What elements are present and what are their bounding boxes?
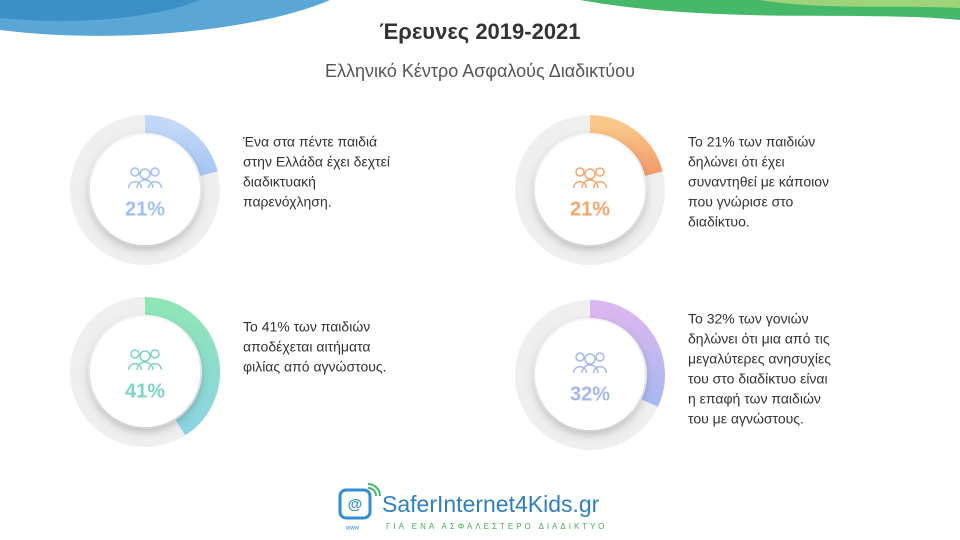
description-line: Ένα στα πέντε παιδιά <box>242 134 377 150</box>
person-body <box>147 362 163 371</box>
description-line: Το 32% των γονιών <box>688 311 809 327</box>
wave <box>760 0 960 8</box>
person-body <box>592 365 608 374</box>
person-body <box>147 180 163 189</box>
person-body <box>572 180 588 189</box>
donut-center <box>90 317 200 427</box>
person-body <box>572 365 588 374</box>
description-line: φιλίας από αγνώστους. <box>243 359 387 375</box>
description-line: δηλώνει ότι μια από τις <box>688 331 830 347</box>
people-icon <box>572 167 608 189</box>
description-line: δηλώνει ότι έχει <box>688 154 785 170</box>
person-head <box>584 353 596 365</box>
logo-name: SaferInternet4Kids.gr <box>382 491 600 517</box>
person-head <box>595 167 605 177</box>
percent-label: 41% <box>125 380 165 402</box>
title: Έρευνες 2019-2021 <box>379 19 580 44</box>
donut-arc <box>144 115 218 177</box>
person-body <box>581 179 599 189</box>
description-line: η επαφή των παιδιών <box>688 391 821 407</box>
percent-label: 21% <box>570 198 610 220</box>
logo-at: @ <box>348 496 363 513</box>
donut-arc <box>589 115 663 177</box>
people-icon <box>127 167 163 189</box>
description-line: που γνώρισε στο <box>688 194 794 210</box>
person-head <box>595 352 605 362</box>
percent-label: 21% <box>125 198 165 220</box>
person-body <box>127 180 143 189</box>
logo-tagline: ΓΙΑ ΕΝΑ ΑΣΦΑΛΕΣΤΕΡΟ ΔΙΑΔΙΚΤΥΟ <box>386 522 607 531</box>
logo-www: www <box>345 526 360 532</box>
donut-center <box>535 320 645 430</box>
people-icon <box>572 352 608 374</box>
logo-icon <box>338 488 372 520</box>
person-head <box>130 167 140 177</box>
logo-wifi <box>367 483 381 497</box>
donut-center <box>90 135 200 245</box>
person-head <box>575 167 585 177</box>
person-body <box>127 362 143 371</box>
donut-arc <box>144 297 220 436</box>
subtitle: Ελληνικό Κέντρο Ασφαλούς Διαδικτύου <box>325 61 635 81</box>
person-head <box>575 352 585 362</box>
description-line: διαδίκτυο. <box>688 214 750 230</box>
description-line: μεγαλύτερες ανησυχίες <box>688 351 831 367</box>
person-body <box>136 179 154 189</box>
person-head <box>130 349 140 359</box>
description-line: του με αγνώστους. <box>688 411 804 427</box>
person-head <box>139 168 151 180</box>
person-head <box>150 349 160 359</box>
description-line: Το 41% των παιδιών <box>243 319 370 335</box>
person-body <box>136 361 154 371</box>
donut-arc <box>589 300 665 407</box>
person-head <box>150 167 160 177</box>
description-line: διαδικτυακή <box>243 174 316 190</box>
description-line: παρενόχληση. <box>243 194 332 210</box>
people-icon <box>127 349 163 371</box>
person-body <box>581 364 599 374</box>
donut-center <box>535 135 645 245</box>
wave <box>0 0 200 21</box>
description-line: αποδέχεται αιτήματα <box>243 339 371 355</box>
description-line: Το 21% των παιδιών <box>688 134 815 150</box>
description-line: στην Ελλάδα έχει δεχτεί <box>243 154 390 170</box>
percent-label: 32% <box>570 383 610 405</box>
person-head <box>139 350 151 362</box>
logo: @ www SaferInternet4Kids.gr ΓΙΑ ΕΝΑ ΑΣΦΑ… <box>338 483 607 532</box>
description-line: συναντηθεί με κάποιον <box>688 174 829 190</box>
description-line: του στο διαδίκτυο είναι <box>688 371 828 387</box>
person-head <box>584 168 596 180</box>
person-body <box>592 180 608 189</box>
